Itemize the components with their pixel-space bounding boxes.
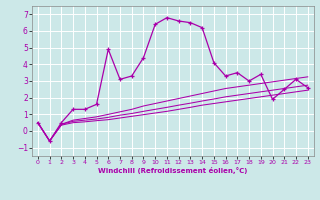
X-axis label: Windchill (Refroidissement éolien,°C): Windchill (Refroidissement éolien,°C) xyxy=(98,167,247,174)
